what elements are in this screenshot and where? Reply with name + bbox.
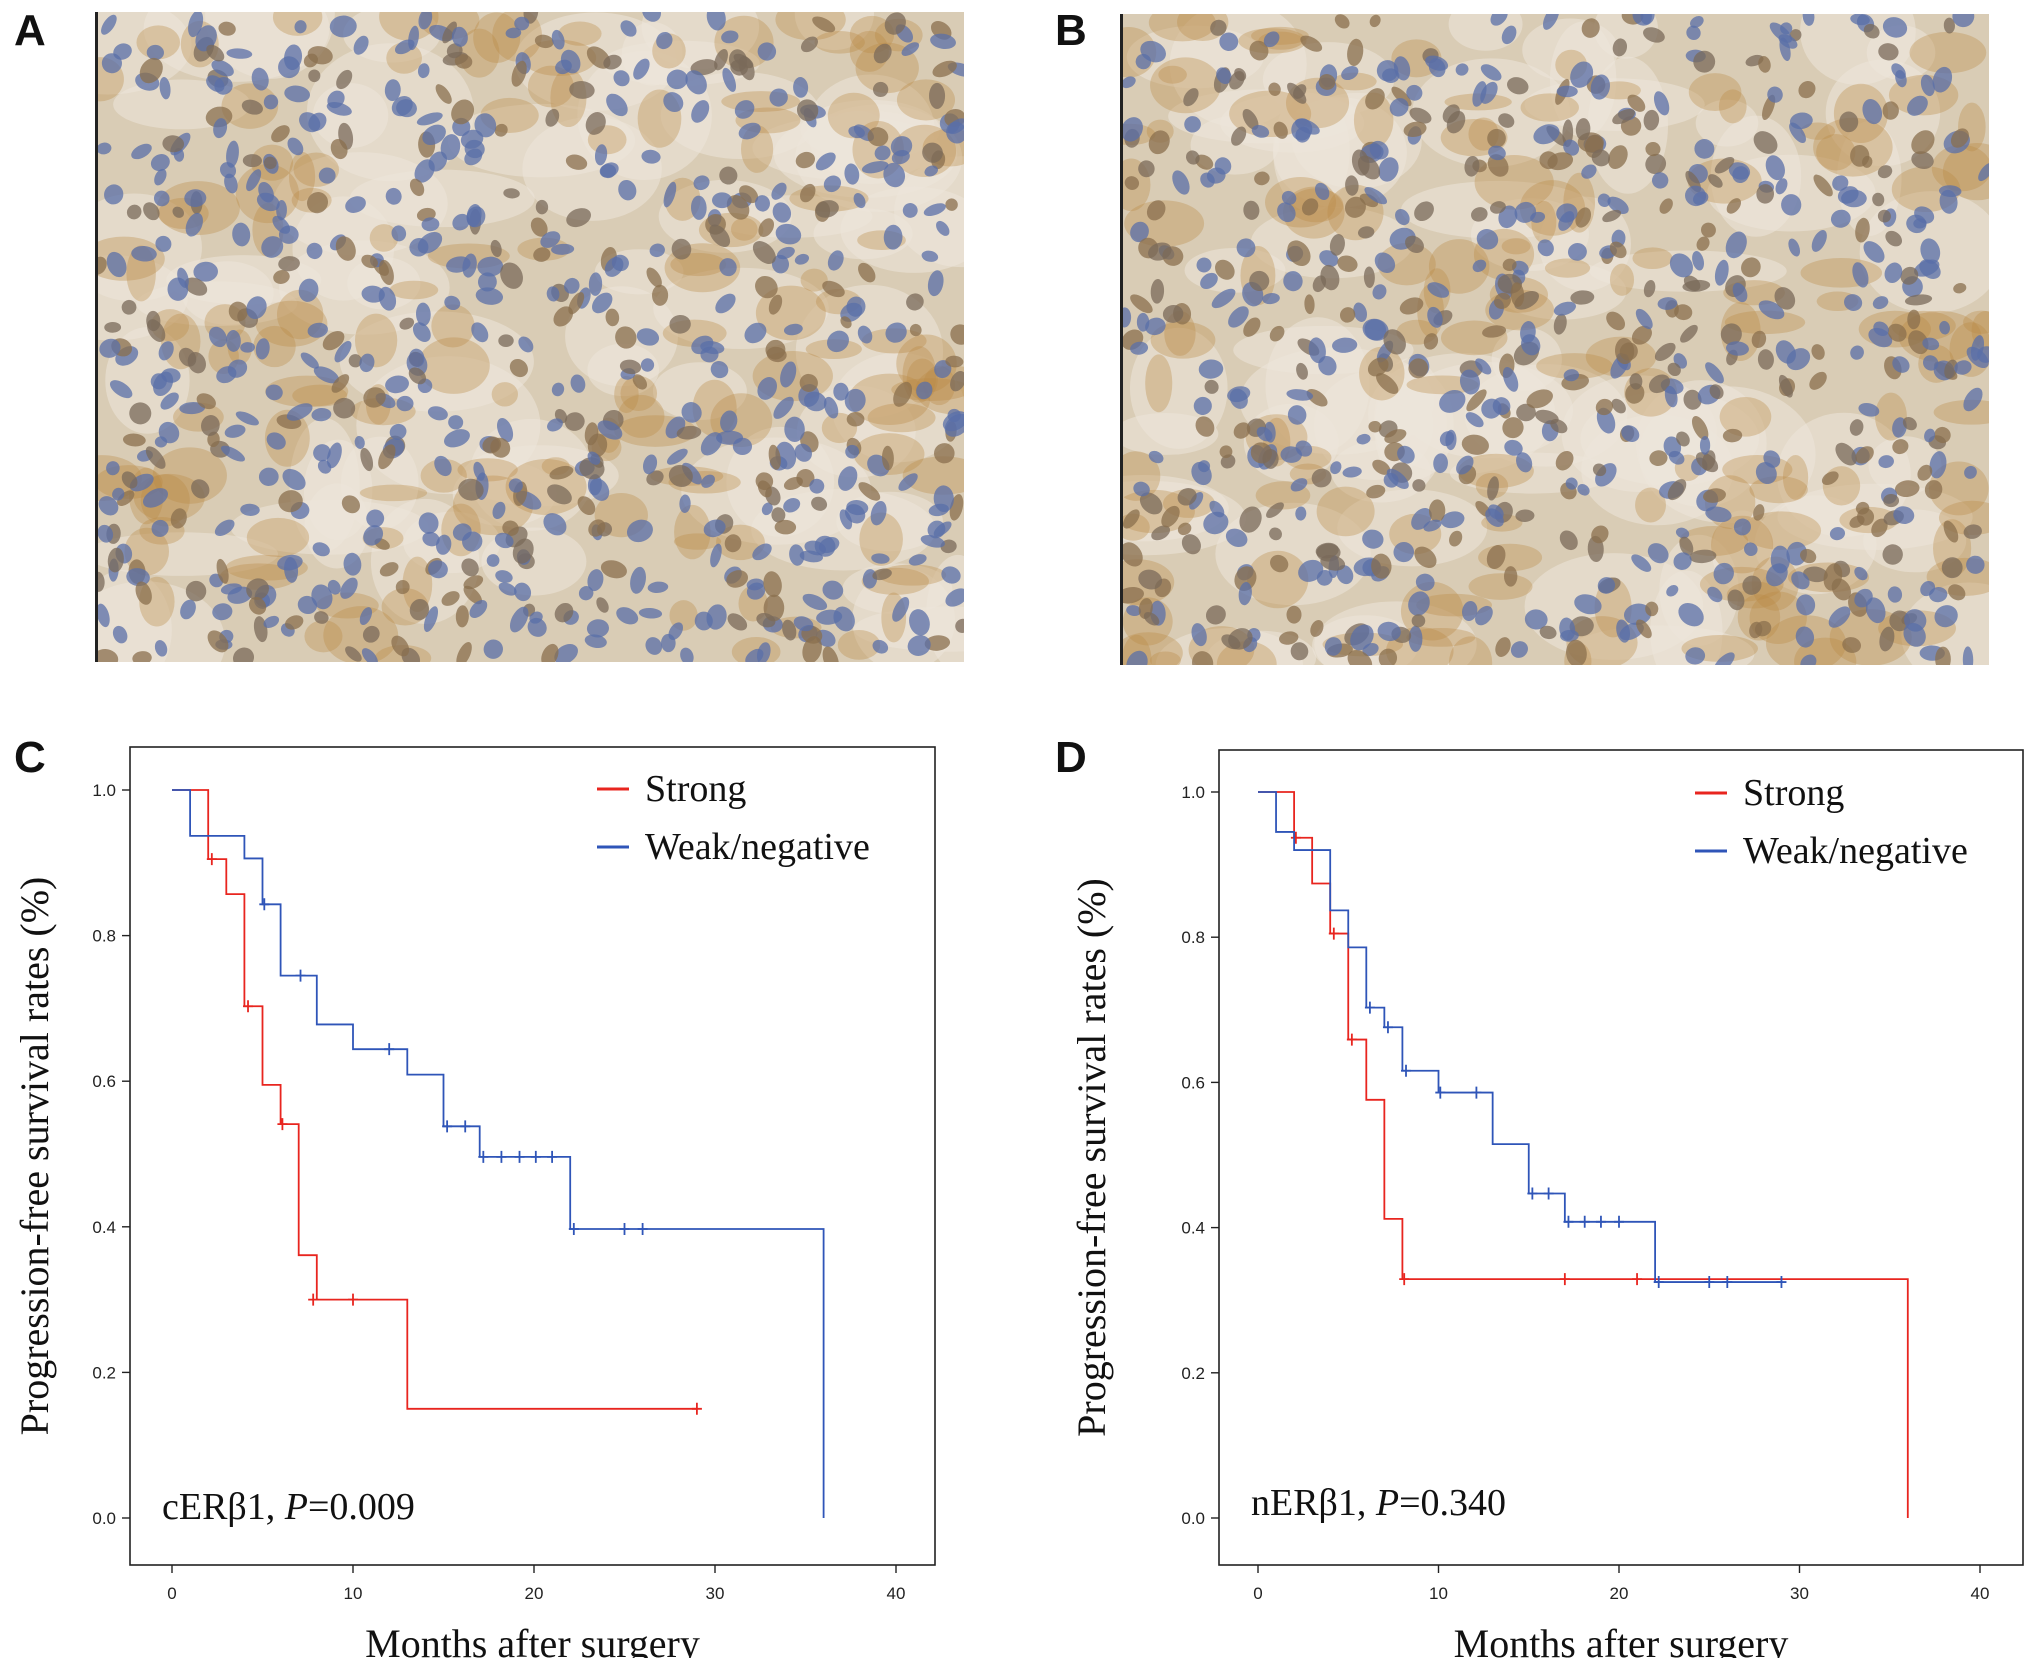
censor-mark: [1653, 1276, 1664, 1289]
y-tick-label: 0.0: [1181, 1509, 1205, 1528]
km-chart-d-svg: 0 10 20 30 40 0.0 0.2 0.4 0.6 0.8 1.0 Months after …: [1069, 749, 2024, 1658]
censor-mark: [243, 1000, 254, 1013]
censor-mark: [1328, 927, 1339, 940]
censor-mark: [460, 1120, 471, 1133]
x-axis-title: Months after surgery: [1454, 1621, 1789, 1658]
censor-mark: [277, 1118, 288, 1131]
legend-label: Strong: [645, 768, 746, 810]
y-tick-label: 0.4: [1181, 1219, 1205, 1238]
micrograph-a-image: [98, 12, 964, 662]
legend-label: Strong: [1743, 772, 1844, 814]
censor-mark: [308, 1293, 319, 1306]
y-axis-title: Progression-free survival rates (%): [1069, 878, 1114, 1437]
censor-mark: [1471, 1086, 1482, 1099]
censor-mark: [1346, 1033, 1357, 1046]
censor-mark: [384, 1043, 395, 1056]
y-tick-label: 0.6: [92, 1072, 116, 1091]
censor-mark: [1382, 1021, 1393, 1034]
p-value-annotation: nERβ1, P=0.340: [1251, 1482, 1506, 1524]
x-tick-label: 10: [344, 1584, 363, 1603]
micrograph-b-image: [1123, 14, 1989, 665]
series-line-strong: [172, 789, 697, 1410]
x-axis-title: Months after surgery: [365, 1621, 700, 1658]
series-line-weak-negative: [172, 789, 825, 1518]
censor-mark: [637, 1222, 648, 1235]
censor-mark: [496, 1150, 507, 1163]
micrograph-b: [1120, 14, 1989, 665]
censor-mark: [1722, 1276, 1733, 1289]
km-chart-d: 0 10 20 30 40 0.0 0.2 0.4 0.6 0.8 1.0 Months after …: [1040, 740, 2031, 1658]
censor-mark: [1704, 1276, 1715, 1289]
censor-mark: [206, 853, 217, 866]
y-tick-label: 0.8: [1181, 928, 1205, 947]
legend-label: Weak/negative: [1743, 830, 1968, 872]
micrograph-a: [95, 12, 964, 662]
censor-mark: [1527, 1187, 1538, 1200]
panel-letter-c: C: [14, 733, 46, 782]
censor-mark: [1364, 1001, 1375, 1014]
p-value-annotation: cERβ1, P=0.009: [162, 1486, 415, 1528]
censor-mark: [568, 1222, 579, 1235]
panel-letter-d: D: [1055, 733, 1087, 782]
x-tick-label: 20: [1610, 1584, 1629, 1603]
censor-mark: [1435, 1086, 1446, 1099]
censor-mark: [1563, 1215, 1574, 1228]
plot-frame: [129, 746, 936, 1566]
x-tick-label: 0: [167, 1584, 176, 1603]
x-tick-label: 0: [1253, 1584, 1262, 1603]
y-tick-label: 0.4: [92, 1218, 116, 1237]
x-tick-label: 30: [1790, 1584, 1809, 1603]
censor-mark: [1632, 1273, 1643, 1286]
censor-mark: [619, 1222, 630, 1235]
censor-mark: [1559, 1273, 1570, 1286]
x-tick-label: 10: [1429, 1584, 1448, 1603]
x-tick-label: 40: [887, 1584, 906, 1603]
censor-mark: [1595, 1215, 1606, 1228]
y-axis-title: Progression-free survival rates (%): [12, 877, 57, 1436]
nuclei-layer: [98, 12, 964, 662]
censor-mark: [1579, 1215, 1590, 1228]
censor-mark: [691, 1402, 702, 1415]
censor-mark: [1614, 1215, 1624, 1228]
censor-mark: [1401, 1064, 1412, 1077]
panel-letter-a: A: [14, 6, 46, 55]
km-chart-c-svg: 0 10 20 30 40 0.0 0.2 0.4 0.6 0.8 1.0 Months after …: [12, 746, 936, 1658]
y-tick-label: 0.8: [92, 927, 116, 946]
nuclei-layer: [1123, 14, 1989, 665]
x-tick-label: 30: [706, 1584, 725, 1603]
y-tick-label: 0.2: [1181, 1364, 1205, 1383]
censor-mark: [295, 969, 306, 982]
y-tick-label: 1.0: [1181, 783, 1205, 802]
series-line-weak-negative: [1258, 791, 1782, 1283]
censor-mark: [1776, 1276, 1787, 1289]
y-tick-label: 0.0: [92, 1509, 116, 1528]
y-tick-label: 0.6: [1181, 1073, 1205, 1092]
plot-frame: [1218, 749, 2024, 1566]
censor-mark: [514, 1150, 525, 1163]
y-tick-label: 0.2: [92, 1363, 116, 1382]
censor-mark: [478, 1150, 489, 1163]
series-line-strong: [1258, 791, 1909, 1518]
km-chart-c: 0 10 20 30 40 0.0 0.2 0.4 0.6 0.8 1.0 Months after …: [0, 740, 1000, 1658]
censor-mark: [348, 1293, 358, 1306]
censor-mark: [1543, 1187, 1554, 1200]
censor-mark: [530, 1150, 541, 1163]
censor-mark: [259, 898, 270, 911]
censor-mark: [547, 1150, 558, 1163]
x-tick-label: 40: [1971, 1584, 1990, 1603]
panel-letter-b: B: [1055, 6, 1087, 55]
x-tick-label: 20: [525, 1584, 544, 1603]
censor-mark: [442, 1120, 453, 1133]
censor-mark: [1399, 1273, 1410, 1286]
legend-label: Weak/negative: [645, 826, 870, 868]
censor-mark: [1290, 831, 1301, 844]
y-tick-label: 1.0: [92, 781, 116, 800]
